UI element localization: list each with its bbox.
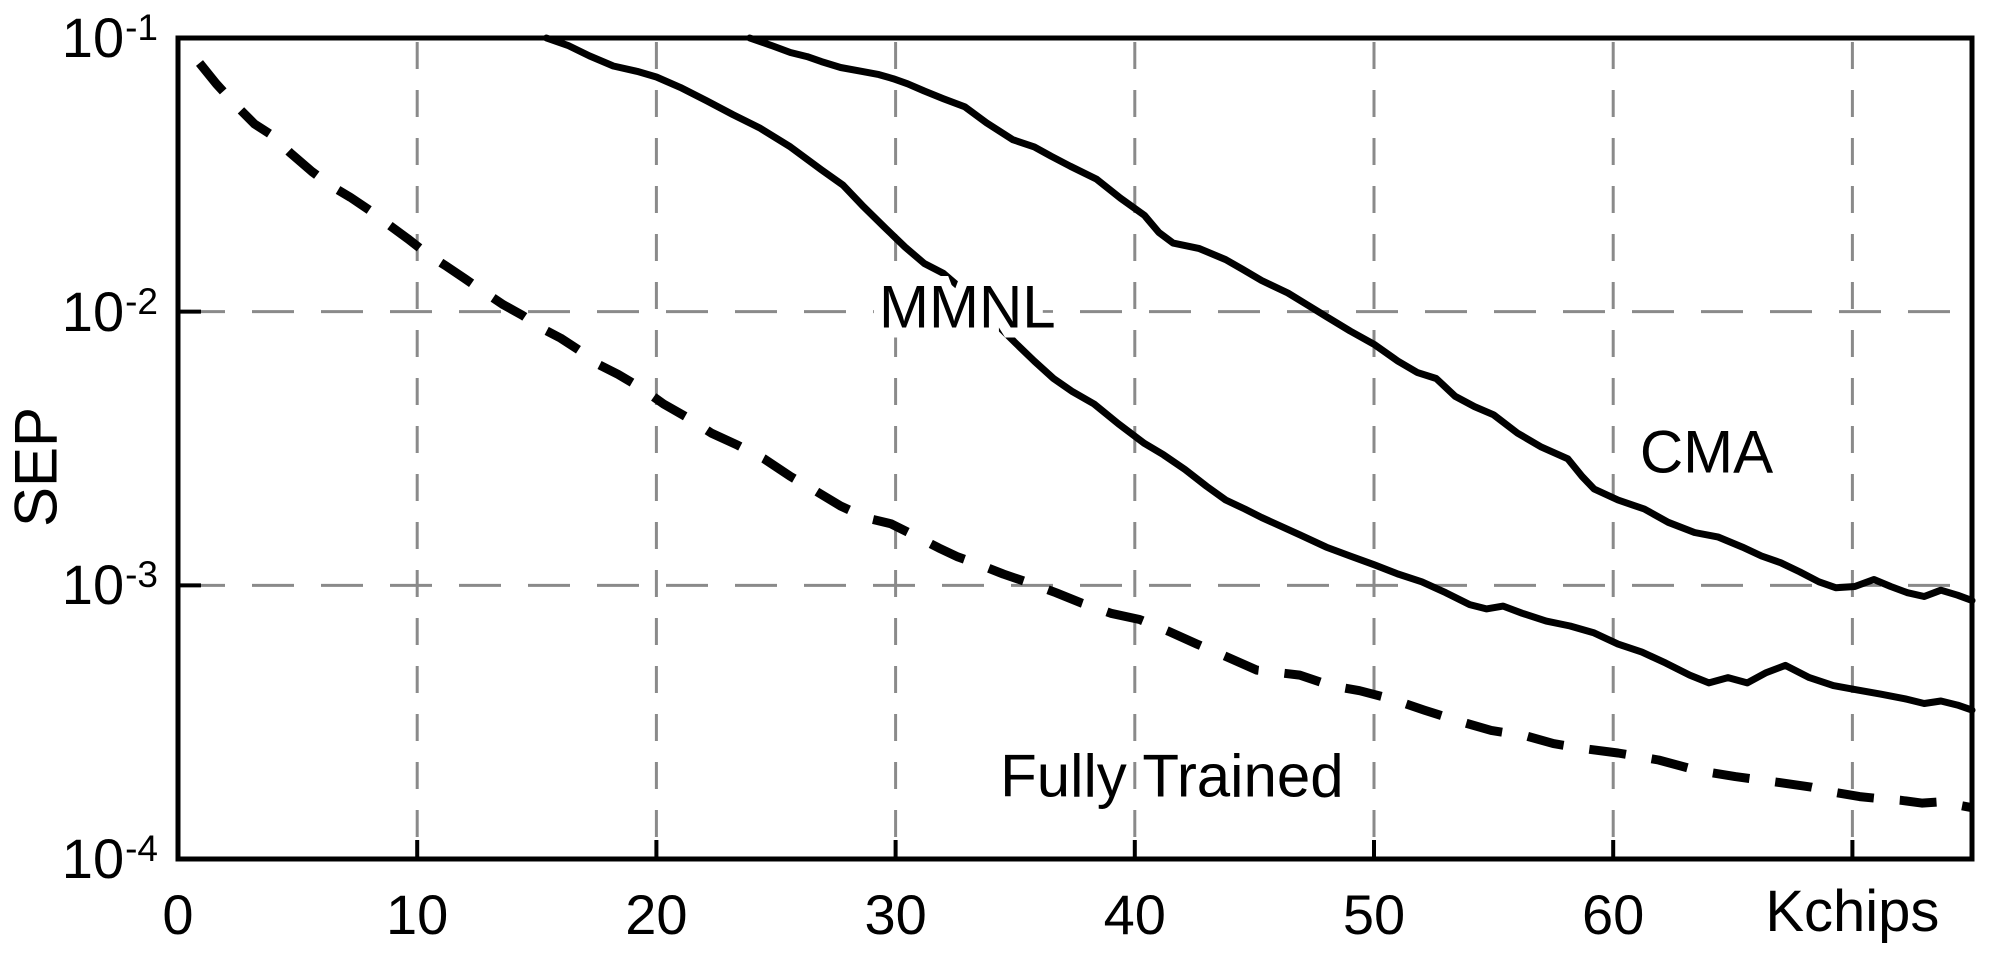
curve-cma: [746, 34, 1976, 604]
series-label-halo: MMNL: [879, 274, 1056, 341]
series-label-mmnl: MMNL: [879, 274, 1056, 341]
series-label-halo: CMA: [1640, 419, 1773, 486]
curve-mmnl: [542, 34, 1976, 714]
axis-box: [175, 35, 1975, 862]
curve-fully-trained: [195, 60, 1973, 813]
series-label-cma: CMA: [1640, 419, 1773, 486]
series-label-fully-trained: Fully Trained: [1000, 743, 1343, 810]
